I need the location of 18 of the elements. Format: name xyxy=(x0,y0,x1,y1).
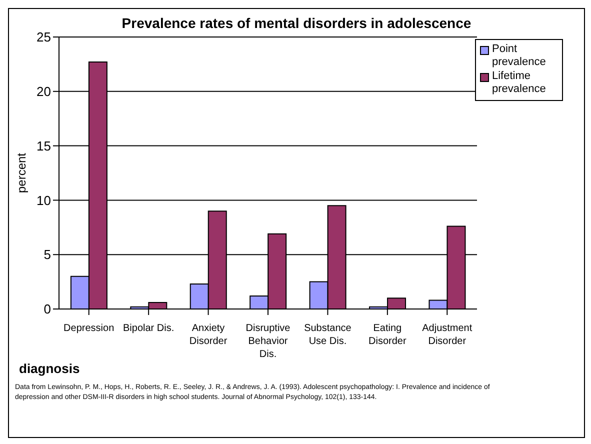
x-tick-label: Eating Disorder xyxy=(368,323,407,347)
y-axis-title: percent xyxy=(14,152,28,194)
chart-title: Prevalence rates of mental disorders in adolescence xyxy=(120,15,472,31)
x-axis-title: diagnosis xyxy=(19,361,80,376)
y-tick-label: 5 xyxy=(44,247,51,262)
y-tick-label: 0 xyxy=(44,302,51,317)
x-tick-label: Substance Use Dis. xyxy=(304,323,352,347)
y-tick-label: 10 xyxy=(36,192,51,208)
x-tick-label: Anxiety Disorder xyxy=(189,323,228,347)
y-tick-label: 20 xyxy=(36,84,51,100)
legend-label: Point prevalence xyxy=(492,43,547,69)
x-tick-label: Adjustment Disorder xyxy=(422,323,472,347)
legend-label: Lifetime prevalence xyxy=(492,70,547,96)
y-tick-label: 15 xyxy=(36,138,51,154)
y-tick-label: 25 xyxy=(36,30,51,45)
x-tick-label: Disruptive Behavior Dis. xyxy=(246,323,291,360)
x-tick-label: Depression xyxy=(64,323,114,334)
x-tick-label: Bipolar Dis. xyxy=(123,323,174,334)
